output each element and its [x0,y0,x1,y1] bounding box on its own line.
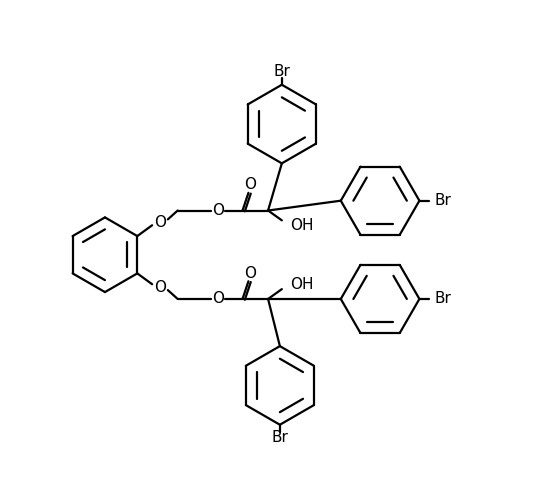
Text: Br: Br [434,291,451,306]
Text: OH: OH [290,276,313,292]
Text: Br: Br [271,430,288,445]
Text: O: O [244,266,256,281]
Text: O: O [154,215,166,230]
Text: Br: Br [274,64,290,80]
Text: O: O [212,203,224,218]
Text: O: O [212,291,224,306]
Text: O: O [154,280,166,295]
Text: Br: Br [434,193,451,208]
Text: OH: OH [290,218,313,233]
Text: O: O [244,178,256,192]
